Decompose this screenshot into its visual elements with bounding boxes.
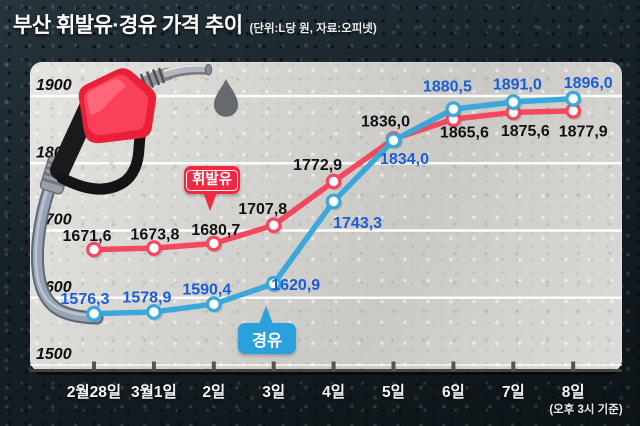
fuel-pump-nozzle-illustration [31,64,238,325]
spout-ridges [139,67,166,91]
gasoline-legend-bubble: 휘발유 [184,166,240,211]
diesel-marker-1 [145,304,162,320]
diesel-value-label-5: 1834,0 [380,151,429,168]
diesel-marker-6 [445,101,462,118]
x-axis-label-0: 2월28일 [66,384,122,401]
gasoline-value-label-1: 1673,8 [130,227,179,244]
gasoline-marker-1 [145,240,162,257]
page-subtitle: (단위:L당 원, 자료:오피넷) [249,23,377,35]
diesel-bubble-tail [259,306,273,324]
gasoline-value-label-0: 1671,6 [63,228,112,245]
spout-highlight [163,64,207,73]
gasoline-value-label-8: 1877,9 [559,123,608,140]
x-axis-label-2: 2일 [202,384,226,401]
x-tick-6 [451,361,456,372]
diesel-value-label-2: 1590,4 [182,282,231,299]
gasoline-legend-label: 휘발유 [185,169,239,191]
spout-shadow [164,71,208,81]
header: 부산 휘발유·경유 가격 추이 (단위:L당 원, 자료:오피넷) [13,9,377,39]
x-axis-label-1: 3월1일 [131,384,177,401]
x-tick-3 [271,361,276,372]
panel-bottom-edge [30,369,622,372]
diesel-legend-label: 경유 [251,331,283,350]
page-title: 부산 휘발유·경유 가격 추이 [13,14,243,37]
x-tick-8 [571,361,576,372]
x-axis-label-4: 4일 [322,384,346,401]
x-axis-label-7: 7일 [501,384,525,401]
diesel-marker-8 [565,90,582,107]
diesel-value-label-7: 1891,0 [493,77,542,94]
gasoline-marker-0 [86,241,102,258]
diesel-value-label-3: 1620,9 [271,277,320,294]
gasoline-marker-2 [205,235,222,252]
y-axis-label-1500: 1500 [36,346,72,363]
x-tick-1 [151,361,156,372]
gasoline-value-label-3: 1707,8 [238,201,287,218]
gasoline-value-label-4: 1772,9 [293,157,342,174]
y-axis-label-1900: 1900 [36,77,72,94]
nozzle-body-gloss [86,79,126,115]
x-axis-label-3: 3일 [262,384,286,401]
diesel-value-label-1: 1578,9 [122,289,171,306]
diesel-value-label-0: 1576,3 [61,291,110,308]
diesel-marker-2 [205,296,222,313]
gasoline-value-label-6: 1865,6 [440,125,489,142]
gasoline-marker-4 [325,173,342,190]
x-axis-label-8: 8일 [561,384,585,401]
x-tick-7 [511,361,516,372]
diesel-value-label-6: 1880,5 [423,79,472,96]
diesel-marker-3 [265,275,282,292]
diesel-legend-bubble: 경유 [238,306,296,354]
x-tick-5 [391,361,396,372]
gasoline-marker-3 [265,217,282,234]
x-tick-4 [331,361,336,372]
gasoline-value-label-2: 1680,7 [191,222,240,239]
diesel-value-label-4: 1743,3 [333,215,382,232]
fuel-hose-body [33,171,102,323]
spout-tube [162,64,209,80]
gasoline-value-label-7: 1875,6 [501,123,550,140]
diesel-marker-7 [505,94,522,110]
x-tick-0 [92,361,96,372]
diesel-marker-5 [385,132,402,149]
trigger-guard [56,130,146,195]
x-axis-label-6: 6일 [441,384,465,401]
x-tick-2 [211,361,216,372]
diesel-marker-0 [86,305,102,322]
x-axis-footnote: (오후 3시 기준) [549,404,623,416]
gasoline-value-label-5: 1836,0 [361,114,410,131]
series-layer: 1671,6 1673,8 1680,7 1707,8 1772,9 1836,0 1865… [61,75,613,323]
gasoline-bubble-tail [203,192,217,211]
diesel-value-label-8: 1896,0 [564,75,613,92]
fuel-droplet-icon [214,79,238,117]
fuel-hose-highlight [34,174,97,317]
spout-tip [204,64,213,76]
x-axis-label-5: 5일 [382,384,405,401]
diesel-marker-4 [325,193,342,210]
